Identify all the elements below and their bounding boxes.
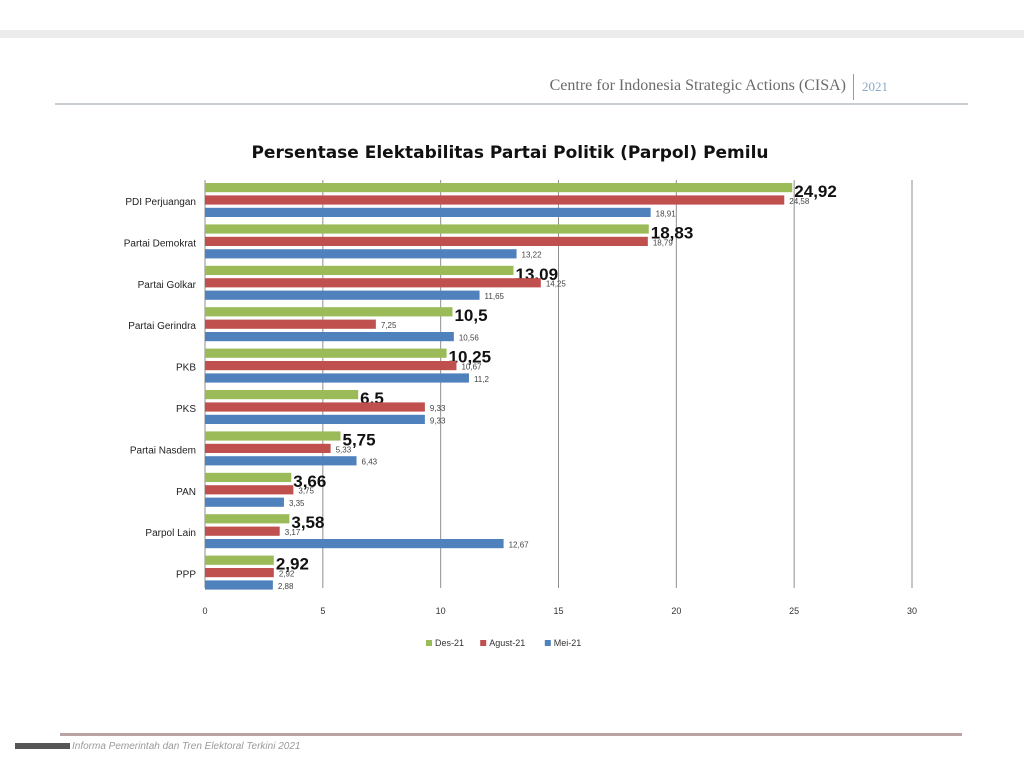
top-bar: [0, 30, 1024, 38]
bar-agust-21-6: [205, 443, 331, 453]
header-year: 2021: [862, 79, 888, 94]
header-rule: [55, 103, 968, 105]
footer-rule: [60, 733, 962, 736]
data-label-mei-21-7: 3,35: [289, 499, 305, 508]
category-label-5: PKS: [176, 404, 196, 415]
bar-mei-21-9: [205, 580, 273, 590]
bar-mei-21-0: [205, 207, 651, 217]
category-label-3: Partai Gerindra: [128, 321, 196, 332]
bar-des-21-1: [205, 224, 649, 234]
bar-mei-21-5: [205, 414, 425, 424]
bar-des-21-6: [205, 431, 341, 441]
data-label-agust-21-3: 7,25: [381, 321, 397, 330]
bar-agust-21-4: [205, 361, 457, 371]
data-label-agust-21-5: 9,33: [430, 404, 446, 413]
data-label-agust-21-4: 10,67: [461, 363, 482, 372]
bar-mei-21-2: [205, 290, 480, 300]
data-label-agust-21-7: 3,75: [298, 487, 314, 496]
bar-agust-21-8: [205, 526, 280, 536]
data-label-agust-21-1: 18,79: [653, 238, 674, 247]
bar-des-21-4: [205, 348, 447, 358]
bar-agust-21-0: [205, 195, 785, 205]
data-label-des-4: 10,25: [449, 348, 492, 367]
bar-des-21-2: [205, 265, 514, 275]
legend-swatch-0: [426, 640, 432, 646]
bar-des-21-0: [205, 183, 793, 193]
chart-title: Persentase Elektabilitas Partai Politik …: [251, 143, 768, 163]
bar-mei-21-1: [205, 249, 517, 259]
data-label-mei-21-6: 6,43: [362, 458, 378, 467]
xtick-label-25: 25: [789, 606, 799, 616]
header-separator: [853, 74, 854, 100]
data-label-mei-21-2: 11,65: [485, 292, 505, 301]
data-label-mei-21-1: 13,22: [522, 251, 543, 260]
bar-des-21-3: [205, 307, 453, 317]
bar-des-21-8: [205, 514, 290, 524]
legend-label-1: Agust-21: [489, 638, 525, 648]
xtick-label-30: 30: [907, 606, 917, 616]
legend-label-0: Des-21: [435, 638, 464, 648]
bar-agust-21-3: [205, 319, 376, 329]
data-label-agust-21-0: 24,58: [789, 197, 810, 206]
bar-agust-21-1: [205, 236, 648, 246]
category-label-4: PKB: [176, 363, 196, 374]
data-label-des-9: 2,92: [276, 555, 309, 574]
category-label-7: PAN: [176, 487, 196, 498]
bar-des-21-5: [205, 390, 359, 400]
data-label-mei-21-5: 9,33: [430, 416, 446, 425]
bar-des-21-7: [205, 472, 292, 482]
xtick-label-0: 0: [202, 606, 207, 616]
data-label-des-7: 3,66: [293, 472, 326, 491]
data-label-mei-21-8: 12,67: [509, 541, 530, 550]
legend-label-2: Mei-21: [554, 638, 582, 648]
data-label-agust-21-9: 2,92: [279, 570, 295, 579]
data-label-des-1: 18,83: [651, 223, 694, 242]
data-label-mei-21-4: 11,2: [474, 375, 490, 384]
category-label-1: Partai Demokrat: [124, 238, 196, 249]
data-label-des-3: 10,5: [454, 306, 487, 325]
data-label-mei-21-9: 2,88: [278, 582, 294, 591]
bar-mei-21-6: [205, 456, 357, 466]
footer-text: Informa Pemerintah dan Tren Elektoral Te…: [72, 741, 301, 749]
bar-mei-21-7: [205, 497, 284, 507]
bar-agust-21-2: [205, 278, 541, 288]
xtick-label-10: 10: [436, 606, 446, 616]
bar-mei-21-4: [205, 373, 469, 383]
category-label-8: Parpol Lain: [145, 528, 196, 539]
category-label-2: Partai Golkar: [138, 280, 197, 291]
data-label-agust-21-2: 14,25: [546, 280, 567, 289]
bar-agust-21-9: [205, 568, 274, 578]
data-label-des-6: 5,75: [343, 430, 376, 449]
xtick-label-5: 5: [320, 606, 325, 616]
footer-block: [15, 743, 70, 749]
legend-swatch-1: [480, 640, 487, 646]
bar-des-21-9: [205, 555, 274, 565]
data-label-des-8: 3,58: [291, 513, 324, 532]
elektabilitas-chart: Persentase Elektabilitas Partai Politik …: [124, 143, 917, 648]
bar-agust-21-7: [205, 485, 294, 495]
xtick-label-20: 20: [671, 606, 681, 616]
bar-mei-21-8: [205, 539, 504, 549]
xtick-label-15: 15: [553, 606, 563, 616]
category-label-6: Partai Nasdem: [130, 445, 196, 456]
bar-mei-21-3: [205, 332, 454, 342]
bar-agust-21-5: [205, 402, 425, 412]
data-label-mei-21-3: 10,56: [459, 334, 480, 343]
header-org: Centre for Indonesia Strategic Actions (…: [549, 77, 846, 94]
data-label-agust-21-6: 5,33: [336, 445, 352, 454]
data-label-agust-21-8: 3,17: [285, 528, 301, 537]
category-label-9: PPP: [176, 570, 196, 581]
legend-swatch-2: [544, 640, 551, 646]
data-label-mei-21-0: 18,91: [656, 209, 677, 218]
data-label-des-0: 24,92: [794, 182, 837, 201]
category-label-0: PDI Perjuangan: [125, 197, 196, 208]
